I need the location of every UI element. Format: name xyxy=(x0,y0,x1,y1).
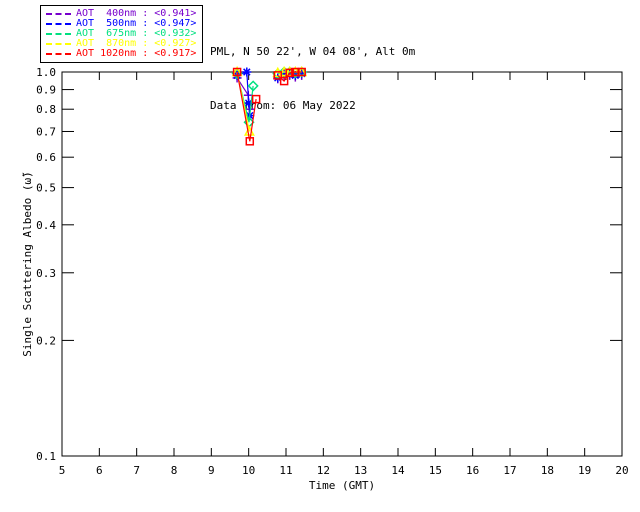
x-tick-label: 5 xyxy=(59,464,66,477)
x-tick-label: 15 xyxy=(429,464,442,477)
y-tick-label: 0.6 xyxy=(36,151,56,164)
marker-aot-1020nm xyxy=(245,137,255,146)
legend-item-aot-675nm: AOT 675nm : <0.932> xyxy=(46,29,196,39)
x-tick-label: 18 xyxy=(541,464,554,477)
x-axis-label: Time (GMT) xyxy=(309,479,375,492)
x-tick-label: 17 xyxy=(503,464,516,477)
legend-line-sample xyxy=(46,53,71,55)
x-tick-label: 12 xyxy=(317,464,330,477)
marker-aot-1020nm xyxy=(251,94,261,104)
marker-aot-500nm xyxy=(243,68,251,76)
legend-line-sample xyxy=(46,33,71,35)
x-tick-label: 16 xyxy=(466,464,479,477)
x-tick-label: 9 xyxy=(208,464,215,477)
y-tick-label: 0.7 xyxy=(36,125,56,138)
y-tick-label: 0.2 xyxy=(36,334,56,347)
marker-aot-675nm xyxy=(247,80,259,92)
legend-line-sample xyxy=(46,13,71,15)
x-tick-label: 19 xyxy=(578,464,591,477)
legend-item-aot-1020nm: AOT 1020nm : <0.917> xyxy=(46,49,196,59)
y-tick-label: 0.8 xyxy=(36,103,56,116)
marker-aot-1020nm xyxy=(297,67,306,77)
marker-aot-1020nm xyxy=(273,71,283,80)
legend-label: AOT 400nm : <0.941> xyxy=(76,8,197,19)
marker-aot-1020nm xyxy=(232,67,242,77)
x-tick-label: 8 xyxy=(171,464,178,477)
x-tick-label: 13 xyxy=(354,464,367,477)
y-tick-label: 0.5 xyxy=(36,182,56,195)
x-tick-label: 6 xyxy=(96,464,103,477)
axis-frame xyxy=(61,71,623,457)
legend-item-aot-870nm: AOT 870nm : <0.927> xyxy=(46,39,196,49)
x-tick-label: 11 xyxy=(279,464,292,477)
series-line-aot-1020nm xyxy=(236,71,257,142)
legend-label: AOT 675nm : <0.932> xyxy=(76,28,197,39)
plot-title-block: PML, N 50 22', W 04 08', Alt 0m Data fro… xyxy=(210,7,415,133)
site-title: PML, N 50 22', W 04 08', Alt 0m xyxy=(210,45,416,58)
legend-label: AOT 870nm : <0.927> xyxy=(76,38,197,49)
y-tick-label: 0.4 xyxy=(36,219,56,232)
y-axis-label: Single Scattering Albedo (ω̃) xyxy=(21,171,34,356)
x-tick-label: 10 xyxy=(242,464,255,477)
y-tick-label: 1.0 xyxy=(36,66,56,79)
x-tick-label: 20 xyxy=(615,464,628,477)
legend-line-sample xyxy=(46,23,71,25)
y-tick-label: 0.3 xyxy=(36,267,56,280)
legend-label: AOT 500nm : <0.947> xyxy=(76,18,197,29)
y-tick-label: 0.9 xyxy=(36,84,56,97)
marker-aot-1020nm xyxy=(279,76,289,86)
y-tick-label: 0.1 xyxy=(36,450,56,463)
legend-box: AOT 400nm : <0.941> AOT 500nm : <0.947> AO… xyxy=(40,5,204,63)
legend-item-aot-500nm: AOT 500nm : <0.947> xyxy=(46,19,196,29)
x-tick-label: 7 xyxy=(133,464,140,477)
legend-line-sample xyxy=(46,43,71,45)
x-tick-label: 14 xyxy=(391,464,405,477)
legend-label: AOT 1020nm : <0.917> xyxy=(76,48,197,59)
legend-item-aot-400nm: AOT 400nm : <0.941> xyxy=(46,9,196,19)
marker-aot-1020nm xyxy=(285,68,294,78)
